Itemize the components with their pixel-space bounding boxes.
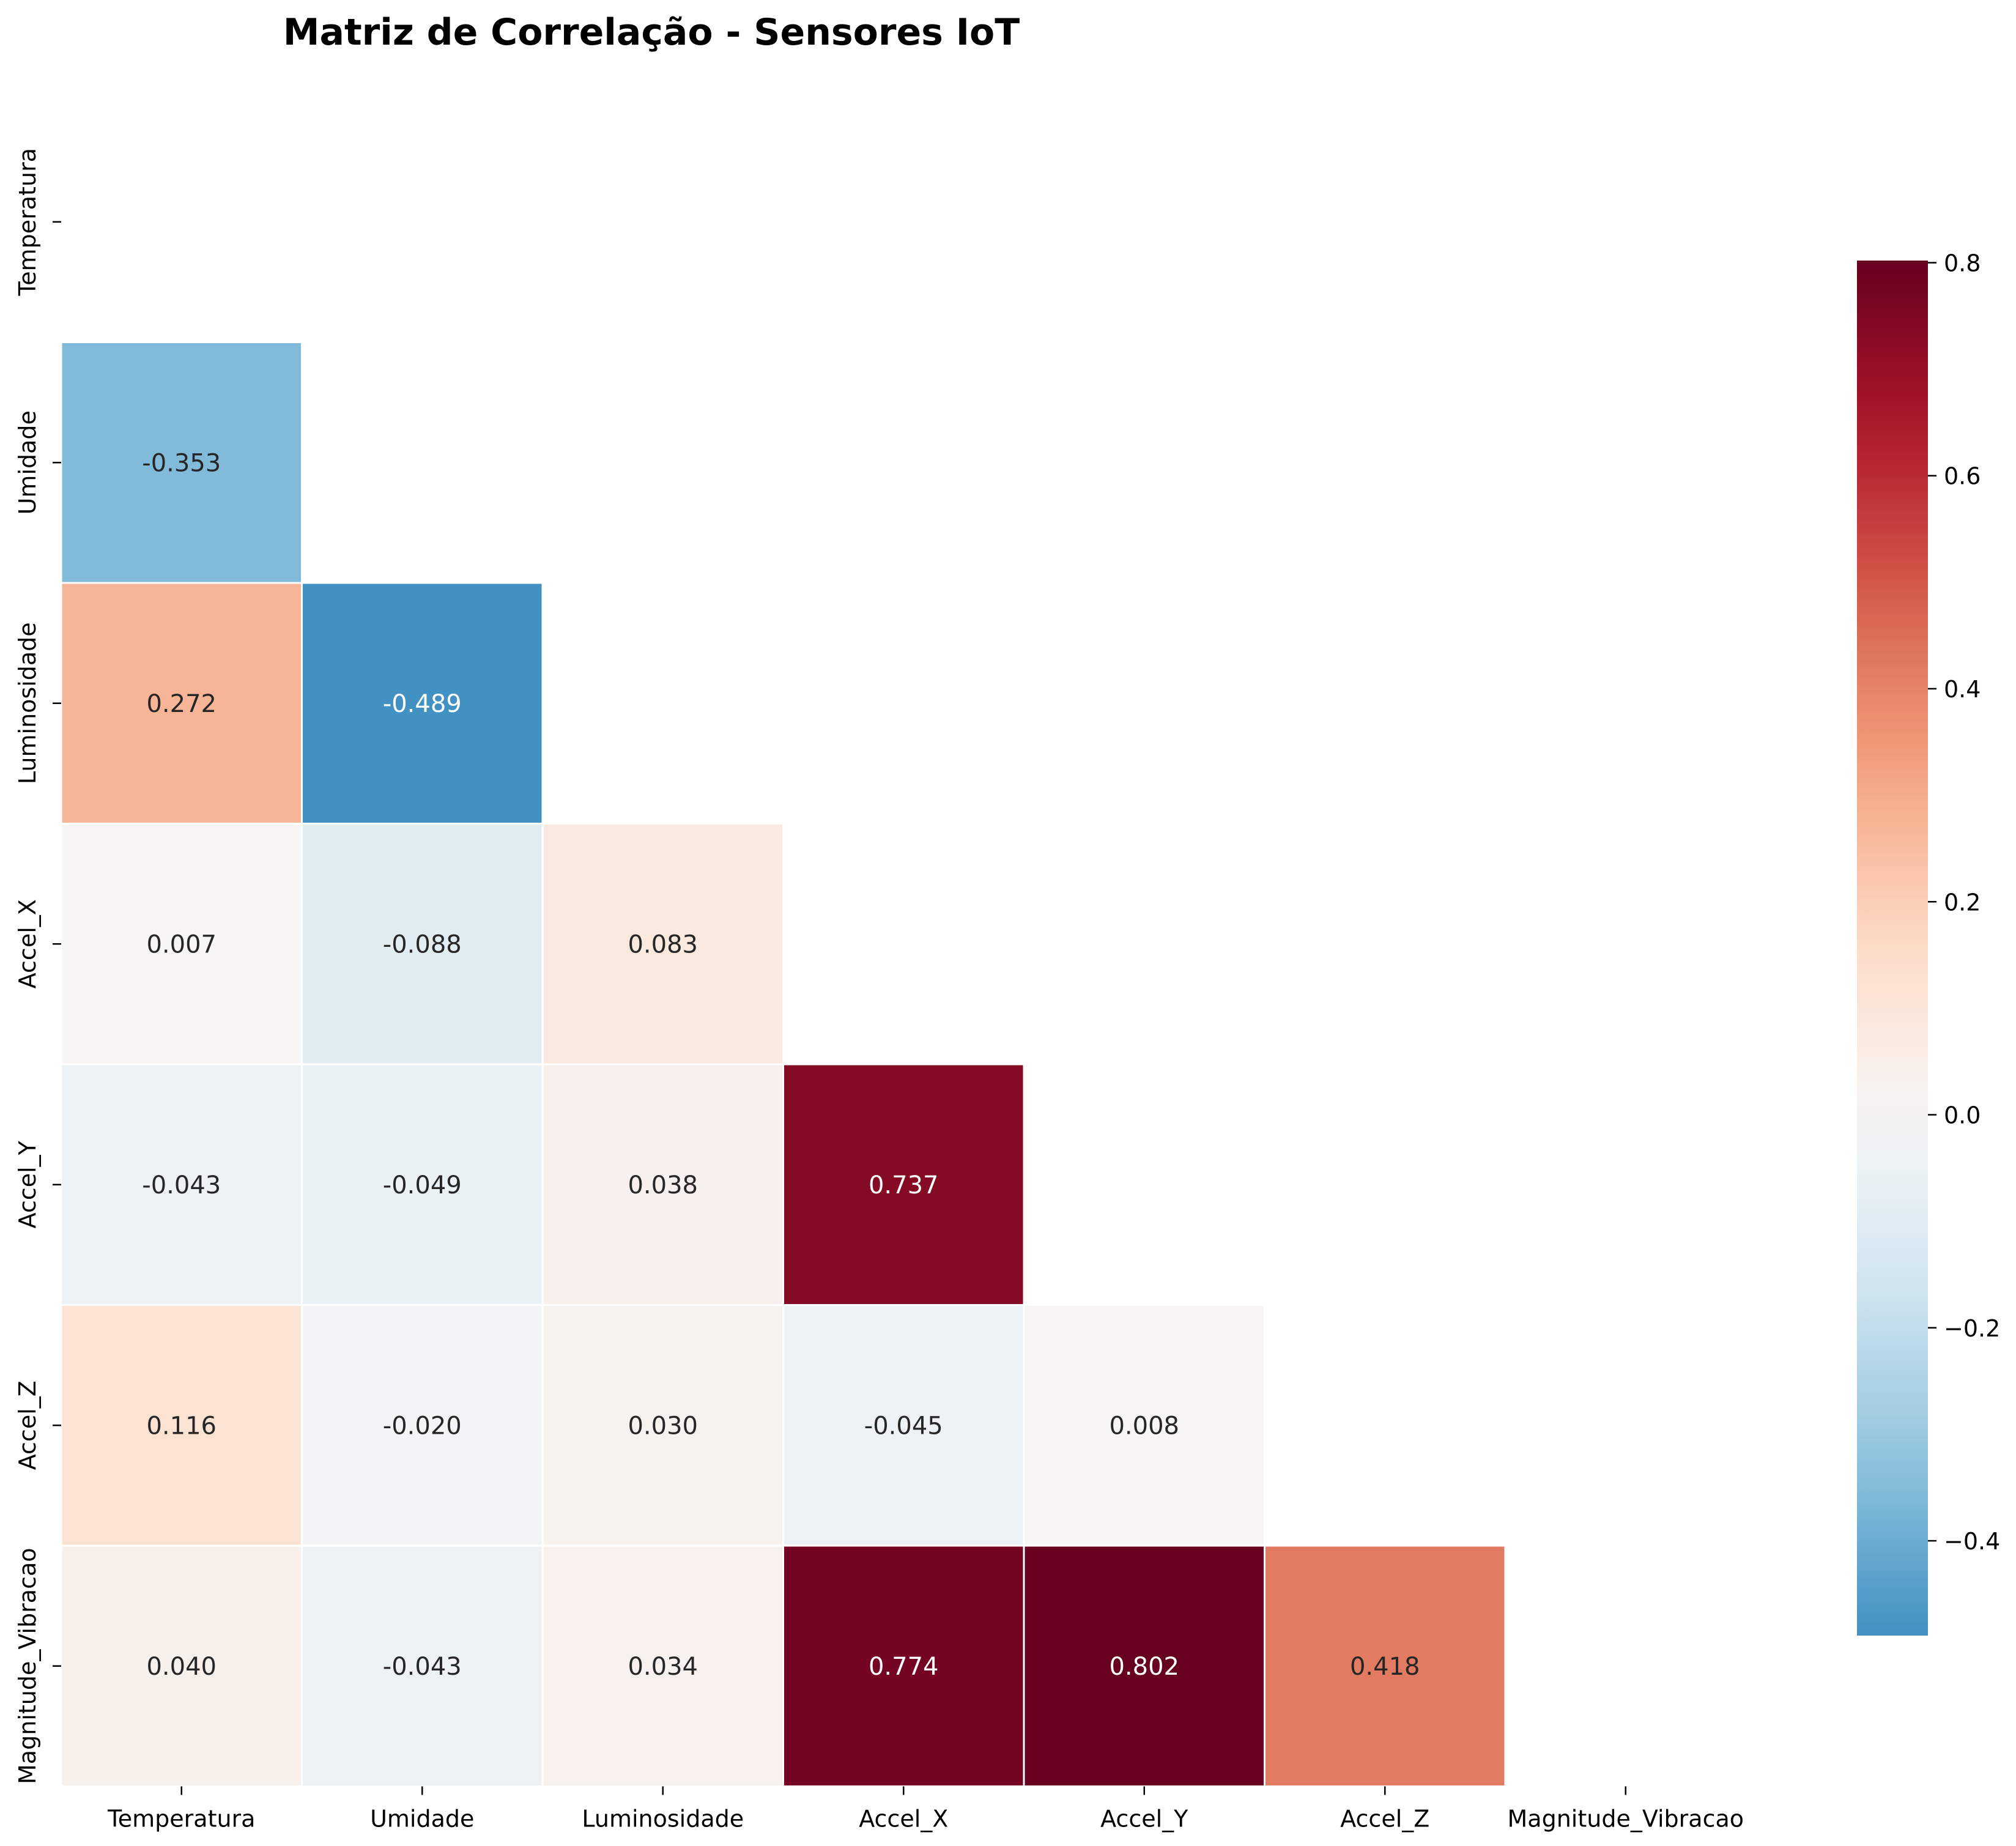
heatmap-cell-Accel_Z-Luminosidade (541, 1304, 784, 1547)
heatmap-cell-Accel_Y-Luminosidade (541, 1063, 784, 1306)
heatmap-cell-Magnitude_Vibracao-Umidade (301, 1544, 544, 1787)
colorbar-tick-label: −0.2 (1944, 1315, 2000, 1342)
heatmap-cell-Accel_X-Temperatura (60, 823, 303, 1066)
cell-value-label: -0.353 (142, 449, 221, 477)
colorbar (1857, 261, 1928, 1636)
cell-value-label: 0.083 (628, 930, 698, 958)
heatmap-cell-Magnitude_Vibracao-Accel_Y (1023, 1544, 1266, 1787)
x-tick-label: Accel_X (859, 1806, 948, 1833)
cell-value-label: 0.034 (628, 1653, 698, 1681)
colorbar-tick-label: 0.4 (1944, 676, 1981, 703)
cell-value-label: 0.737 (869, 1171, 939, 1199)
y-tick-label: Accel_X (14, 899, 41, 988)
cell-value-label: 0.030 (628, 1412, 698, 1440)
cell-value-label: -0.043 (383, 1653, 462, 1681)
cell-value-label: -0.020 (383, 1412, 462, 1440)
colorbar-tick-label: 0.0 (1944, 1102, 1981, 1129)
heatmap-cell-Accel_Z-Umidade (301, 1304, 544, 1547)
cell-value-label: -0.489 (383, 690, 462, 718)
y-tick-label: Luminosidade (14, 622, 41, 784)
heatmap-cell-Luminosidade-Temperatura (60, 582, 303, 825)
cell-value-label: -0.049 (383, 1171, 462, 1199)
cell-value-label: 0.418 (1350, 1653, 1420, 1681)
cell-value-label: 0.008 (1109, 1412, 1179, 1440)
cell-value-label: 0.007 (146, 930, 217, 958)
colorbar-tick-label: −0.4 (1944, 1528, 2000, 1555)
cell-value-label: 0.272 (146, 690, 217, 718)
heatmap-cell-Accel_Z-Accel_X (782, 1304, 1025, 1547)
cell-value-label: 0.802 (1109, 1653, 1179, 1681)
colorbar-tick-label: 0.6 (1944, 463, 1981, 490)
y-tick-label: Accel_Y (14, 1140, 41, 1228)
x-tick-label: Luminosidade (582, 1806, 744, 1833)
x-tick-label: Accel_Y (1100, 1806, 1188, 1833)
heatmap-cell-Accel_Y-Temperatura (60, 1063, 303, 1306)
heatmap-cell-Magnitude_Vibracao-Luminosidade (541, 1544, 784, 1787)
cell-value-label: 0.040 (146, 1653, 217, 1681)
x-tick-label: Magnitude_Vibracao (1508, 1806, 1744, 1833)
y-tick-label: Accel_Z (14, 1381, 41, 1470)
y-tick-label: Magnitude_Vibracao (14, 1548, 41, 1785)
cell-value-label: -0.043 (142, 1171, 221, 1199)
y-tick-label: Temperatura (14, 148, 41, 296)
colorbar-tick-label: 0.8 (1944, 250, 1981, 276)
heatmap-cell-Magnitude_Vibracao-Accel_X (782, 1544, 1025, 1787)
heatmap-cell-Magnitude_Vibracao-Accel_Z (1264, 1544, 1506, 1787)
heatmap-cell-Accel_Z-Accel_Y (1023, 1304, 1266, 1547)
x-tick-label: Temperatura (107, 1806, 255, 1833)
cell-value-label: -0.088 (383, 930, 462, 958)
chart-title: Matriz de Correlação - Sensores IoT (283, 11, 1020, 54)
x-tick-label: Accel_Z (1340, 1806, 1429, 1833)
colorbar-tick-label: 0.2 (1944, 889, 1981, 916)
heatmap-cell-Accel_Y-Umidade (301, 1063, 544, 1306)
x-tick-label: Umidade (370, 1806, 474, 1833)
heatmap-cell-Umidade-Temperatura (60, 341, 303, 584)
heatmap-cell-Magnitude_Vibracao-Temperatura (60, 1544, 303, 1787)
y-tick-label: Umidade (14, 410, 41, 514)
heatmap-cell-Luminosidade-Umidade (301, 582, 544, 825)
heatmap-cell-Accel_Y-Accel_X (782, 1063, 1025, 1306)
cell-value-label: 0.116 (146, 1412, 217, 1440)
cell-value-label: 0.774 (869, 1653, 939, 1681)
cell-value-label: -0.045 (864, 1412, 943, 1440)
cell-value-label: 0.038 (628, 1171, 698, 1199)
